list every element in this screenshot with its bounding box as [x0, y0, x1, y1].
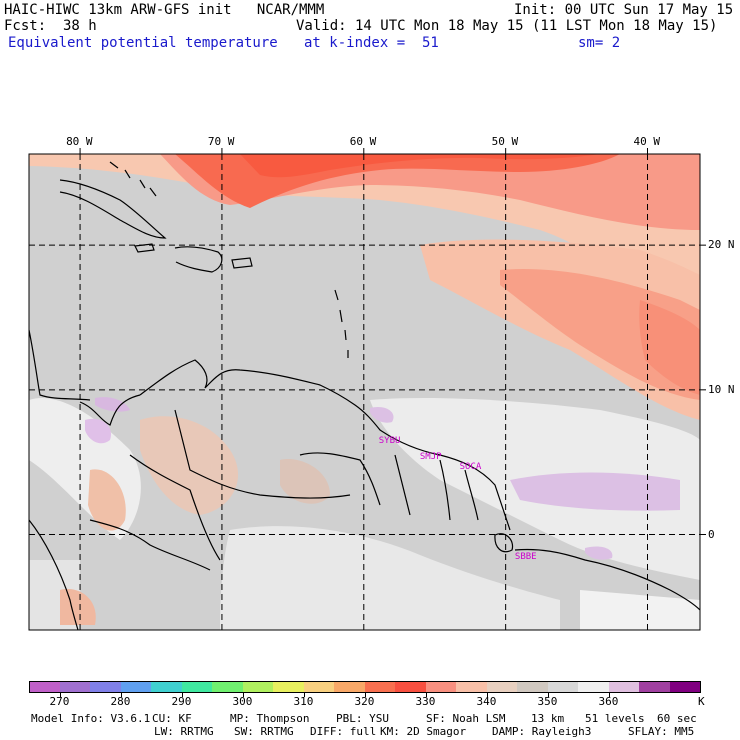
- colorbar-swatch: [425, 681, 457, 693]
- colorbar-tick: [608, 693, 610, 697]
- colorbar-swatch: [151, 681, 183, 693]
- title-line1-left: HAIC-HIWC 13km ARW-GFS init NCAR/MMM: [4, 2, 325, 18]
- colorbar-swatch: [547, 681, 579, 693]
- level-info: at k-index = 51: [304, 35, 439, 51]
- footer-sf: SF: Noah LSM: [426, 712, 506, 725]
- field-name: Equivalent potential temperature: [8, 35, 278, 51]
- footer-timestep: 60 sec: [657, 712, 697, 725]
- colorbar-swatch: [456, 681, 488, 693]
- colorbar-swatch: [303, 681, 335, 693]
- footer-pbl: PBL: YSU: [336, 712, 389, 725]
- colorbar-tick: [120, 693, 122, 697]
- colorbar-label: 310: [293, 695, 314, 708]
- footer-model-info: Model Info: V3.6.1: [31, 712, 151, 725]
- map-frame: [28, 153, 701, 631]
- valid-time: Valid: 14 UTC Mon 18 May 15 (11 LST Mon …: [296, 18, 718, 34]
- theta-e-field: [29, 154, 700, 630]
- station-label: SBBE: [515, 552, 537, 562]
- footer-diff: DIFF: full: [310, 725, 377, 738]
- colorbar-label: 280: [110, 695, 131, 708]
- colorbar-swatch: [59, 681, 91, 693]
- lat-label: 20 N: [708, 238, 735, 252]
- colorbar-label: 360: [598, 695, 619, 708]
- colorbar-swatch: [486, 681, 518, 693]
- colorbar-tick: [303, 693, 305, 697]
- colorbar-label: 340: [476, 695, 497, 708]
- coastlines: [28, 161, 701, 631]
- footer-damp: DAMP: Rayleigh3: [492, 725, 592, 738]
- forecast-hour: Fcst: 38 h: [4, 18, 97, 34]
- footer-levels: 51 levels: [585, 712, 645, 725]
- colorbar-label: 350: [537, 695, 558, 708]
- colorbar-swatch: [669, 681, 701, 693]
- colorbar-label: 320: [354, 695, 375, 708]
- colorbar-label: 270: [49, 695, 70, 708]
- colorbar-swatch: [29, 681, 61, 693]
- colorbar-swatch: [578, 681, 610, 693]
- footer-cu: CU: KF: [152, 712, 192, 725]
- colorbar-swatch: [242, 681, 274, 693]
- station-label: SYBU: [379, 436, 401, 446]
- colorbar-swatch: [212, 681, 244, 693]
- colorbar-swatch: [120, 681, 152, 693]
- colorbar-tick: [486, 693, 488, 697]
- lon-label: 70 W: [207, 135, 235, 148]
- colorbar-tick: [547, 693, 549, 697]
- lon-label: 50 W: [491, 135, 519, 148]
- colorbar-label: 330: [415, 695, 436, 708]
- lon-label: 60 W: [349, 135, 377, 148]
- init-time: Init: 00 UTC Sun 17 May 15: [514, 2, 734, 18]
- footer-sw: SW: RRTMG: [234, 725, 294, 738]
- colorbar-label: 300: [232, 695, 253, 708]
- lon-label: 80 W: [66, 135, 93, 148]
- smoothing-info: sm= 2: [578, 35, 621, 51]
- footer-lw: LW: RRTMG: [154, 725, 214, 738]
- lon-label: 40 W: [633, 135, 661, 148]
- colorbar-swatch: [395, 681, 427, 693]
- station-label: SOCA: [460, 462, 482, 472]
- colorbar-tick: [242, 693, 244, 697]
- colorbar-swatch: [608, 681, 640, 693]
- footer-km: KM: 2D Smagor: [380, 725, 467, 738]
- colorbar-label: 290: [171, 695, 192, 708]
- footer-resolution: 13 km: [531, 712, 565, 725]
- colorbar-tick: [425, 693, 427, 697]
- colorbar-swatch: [181, 681, 213, 693]
- colorbar-tick: [364, 693, 366, 697]
- footer-mp: MP: Thompson: [230, 712, 310, 725]
- lat-label: 0: [708, 527, 715, 541]
- colorbar-tick: [181, 693, 183, 697]
- colorbar-swatch: [273, 681, 305, 693]
- footer-sflay: SFLAY: MM5: [628, 725, 695, 738]
- colorbar-swatch: [90, 681, 122, 693]
- lat-label: 10 N: [708, 382, 735, 396]
- colorbar-swatch: [334, 681, 366, 693]
- station-label: SMJP: [420, 452, 442, 462]
- station-labels: SYBU SMJP SOCA SBBE: [379, 436, 537, 562]
- colorbar-tick: [59, 693, 61, 697]
- colorbar-unit: K: [698, 695, 705, 708]
- colorbar-swatch: [517, 681, 549, 693]
- colorbar-swatch: [639, 681, 671, 693]
- map-frame-ticks: [79, 148, 706, 536]
- colorbar-swatch: [364, 681, 396, 693]
